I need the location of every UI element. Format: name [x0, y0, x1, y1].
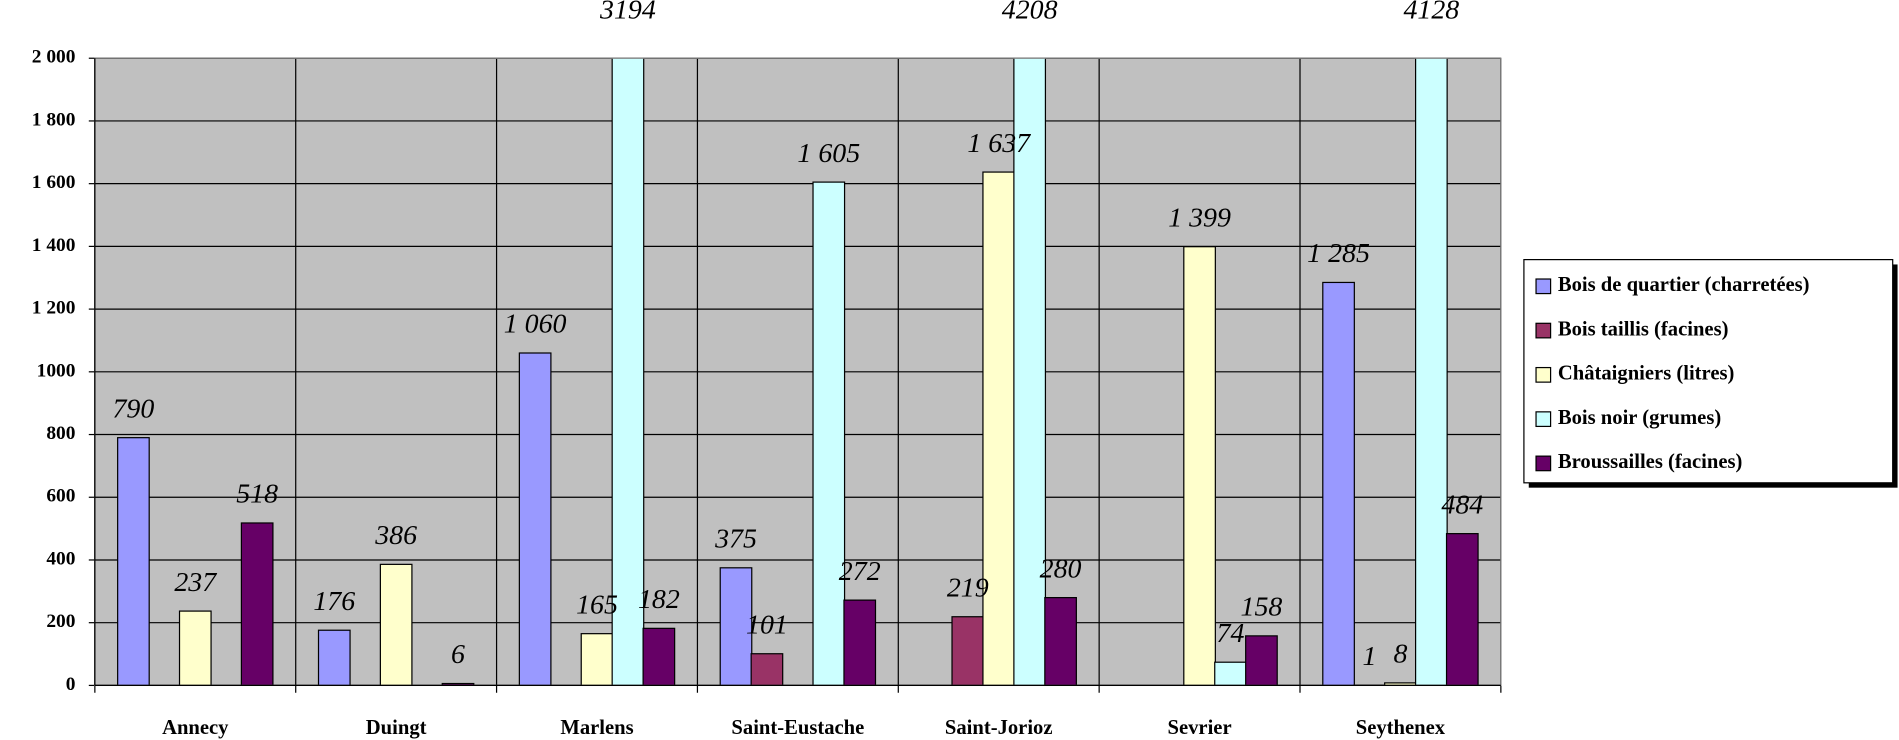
bar — [1414, 58, 1448, 686]
value-label: 1 637 — [967, 128, 1031, 159]
bar — [240, 522, 274, 686]
value-label: 165 — [576, 589, 618, 620]
value-label: 1 — [1363, 641, 1377, 672]
bar — [1445, 533, 1479, 686]
value-label: 484 — [1441, 489, 1483, 520]
y-tick-label: 200 — [46, 611, 75, 632]
legend-swatch — [1535, 411, 1552, 428]
y-tick-label: 400 — [46, 548, 75, 569]
value-label: 3194 — [599, 0, 656, 26]
bar — [317, 629, 351, 686]
value-label: 280 — [1040, 553, 1082, 584]
bar — [178, 610, 212, 686]
y-tick-label: 1 600 — [32, 172, 76, 193]
bar — [518, 352, 552, 686]
y-tick-label: 800 — [46, 423, 75, 444]
bar — [611, 58, 645, 686]
legend-label: Bois taillis (facines) — [1558, 318, 1729, 340]
value-label: 219 — [947, 572, 989, 603]
bar — [1183, 246, 1216, 686]
x-tick-label: Saint-Jorioz — [945, 717, 1053, 739]
legend-swatch — [1535, 322, 1552, 339]
value-label: 4128 — [1403, 0, 1459, 26]
x-tick-label: Duingt — [366, 717, 427, 739]
legend-swatch — [1535, 366, 1552, 383]
value-label: 74 — [1217, 618, 1245, 649]
y-tick-label: 0 — [66, 674, 76, 695]
value-label: 182 — [638, 584, 680, 615]
value-label: 1 285 — [1307, 238, 1370, 269]
value-label: 101 — [746, 609, 788, 640]
legend-label: Broussailles (facines) — [1558, 451, 1743, 473]
value-label: 6 — [451, 639, 465, 670]
x-tick-label: Marlens — [560, 717, 633, 739]
bar — [1044, 596, 1077, 686]
y-tick-label: 1000 — [37, 360, 76, 381]
value-label: 518 — [236, 479, 278, 510]
legend-label: Bois noir (grumes) — [1558, 407, 1721, 429]
value-label: 237 — [174, 567, 217, 598]
x-tick-label: Seythenex — [1356, 717, 1446, 739]
bar — [379, 563, 413, 686]
legend-swatch — [1535, 278, 1552, 295]
y-tick-label: 1 200 — [32, 298, 76, 319]
x-tick-label: Annecy — [162, 717, 229, 739]
value-label: 272 — [839, 556, 881, 587]
bar — [580, 633, 614, 686]
value-label: 158 — [1241, 592, 1283, 623]
legend-label: Bois de quartier (charretées) — [1558, 274, 1810, 296]
value-label: 176 — [313, 586, 355, 617]
value-label: 386 — [374, 520, 417, 551]
bar — [1245, 635, 1278, 686]
y-tick-label: 600 — [46, 486, 75, 507]
legend-swatch — [1535, 455, 1552, 472]
value-label: 1 605 — [797, 138, 860, 169]
x-tick-label: Saint-Eustache — [731, 717, 864, 739]
bar — [719, 567, 753, 686]
value-label: 375 — [714, 524, 757, 555]
value-label: 790 — [112, 393, 154, 424]
bar — [843, 599, 877, 686]
y-tick-label: 1 800 — [32, 109, 76, 130]
bar — [117, 437, 150, 686]
bar — [812, 181, 846, 686]
value-label: 8 — [1393, 639, 1407, 670]
bar — [951, 616, 985, 686]
value-label: 1 399 — [1168, 202, 1231, 233]
value-label: 1 060 — [504, 309, 567, 340]
legend — [1523, 259, 1894, 484]
y-tick-label: 1 400 — [32, 235, 76, 256]
bar — [750, 653, 784, 686]
bar — [1322, 281, 1355, 686]
bar — [1214, 661, 1247, 686]
bar — [982, 171, 1016, 686]
value-label: 4208 — [1002, 0, 1058, 26]
legend-label: Châtaigniers (litres) — [1558, 363, 1735, 385]
bar — [642, 627, 676, 686]
y-tick-label: 2 000 — [32, 47, 76, 68]
x-tick-label: Sevrier — [1168, 717, 1232, 739]
